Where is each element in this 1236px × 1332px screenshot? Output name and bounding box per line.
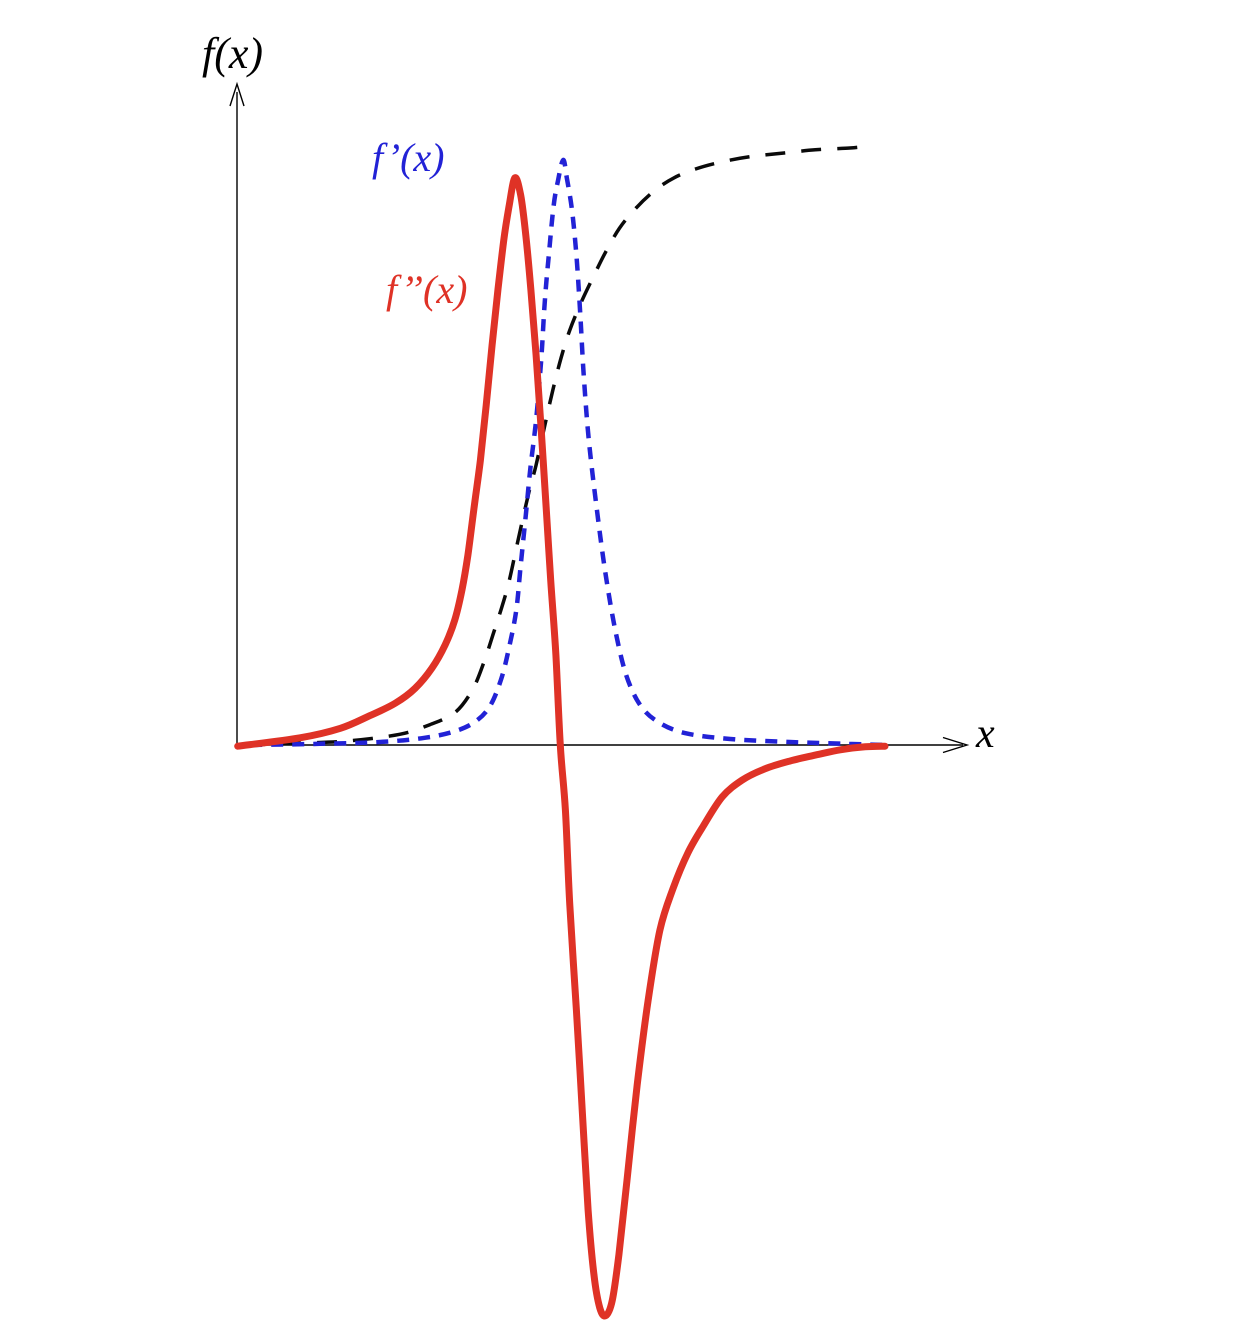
f-double-prime-label: f’’(x) xyxy=(386,267,467,312)
f-prime-label: f’(x) xyxy=(372,135,445,180)
x-axis-arrow-icon xyxy=(942,736,970,754)
curves xyxy=(234,145,889,1320)
f-double-prime-curve xyxy=(234,174,889,1320)
y-axis-arrow-icon xyxy=(229,81,245,107)
f-prime-curve xyxy=(250,157,886,748)
f-curve xyxy=(245,145,863,747)
y-axis-label: f(x) xyxy=(202,29,263,78)
axes xyxy=(229,81,970,754)
x-axis-label: x xyxy=(975,711,995,757)
